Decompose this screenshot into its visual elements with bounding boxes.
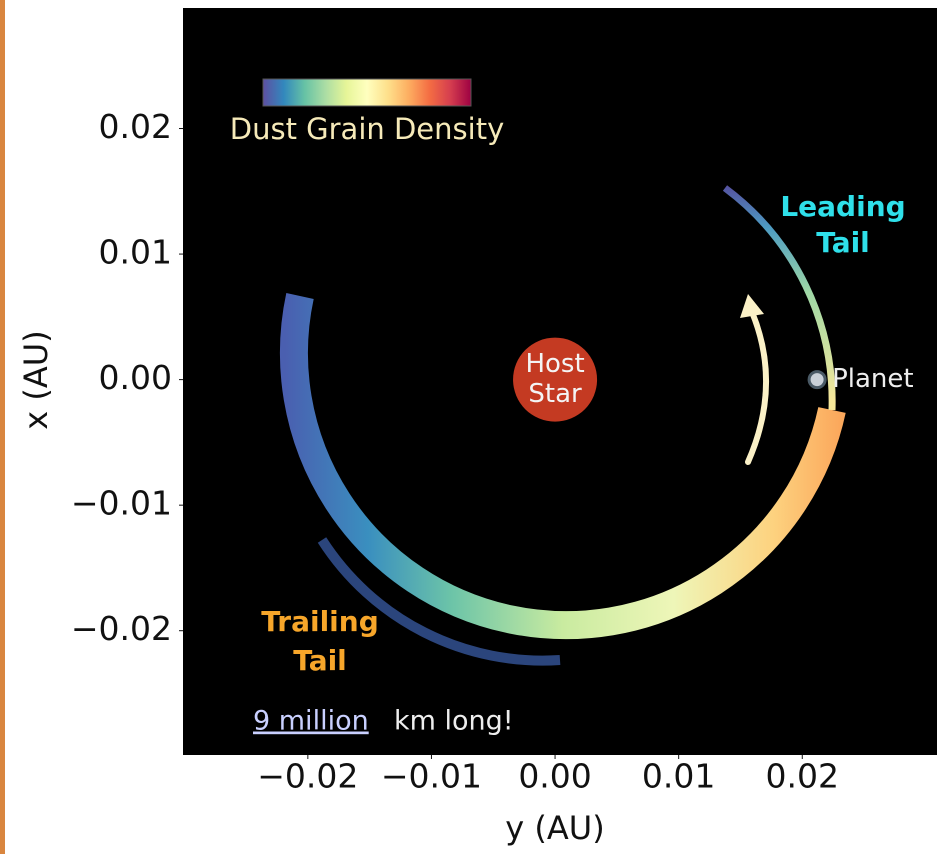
- direction-arrow: [740, 294, 770, 465]
- y-tick-label: −0.02: [71, 609, 172, 648]
- leading-tail-label: Tail: [816, 226, 870, 259]
- star-label: Star: [528, 379, 582, 409]
- x-tick-label: 0.01: [642, 757, 715, 796]
- trailing-tail-label: Tail: [293, 644, 347, 677]
- y-tick-label: −0.01: [71, 484, 172, 523]
- note-highlight: 9 million: [253, 706, 369, 737]
- y-tick-label: 0.02: [99, 107, 172, 146]
- arrow-shaft: [745, 309, 770, 465]
- x-tick-label: 0.00: [518, 757, 591, 796]
- leading-tail-label: Leading: [780, 190, 905, 223]
- host-star: [513, 337, 598, 422]
- y-tick-label: 0.00: [99, 358, 172, 397]
- y-axis-label: x (AU): [17, 330, 55, 429]
- tail-edge: [317, 537, 561, 666]
- x-tick-label: −0.02: [257, 757, 358, 796]
- x-tick-label: 0.02: [766, 757, 839, 796]
- edge-strip: [0, 0, 5, 854]
- arrow-head: [740, 294, 764, 318]
- trailing-tail-label: Trailing: [261, 605, 379, 638]
- dust-tail: [279, 185, 846, 666]
- colorbar-label: Dust Grain Density: [230, 112, 504, 146]
- star-label: Host: [525, 349, 584, 379]
- colorbar: [262, 78, 472, 107]
- planet-label: Planet: [832, 364, 914, 394]
- x-tick-label: −0.01: [381, 757, 482, 796]
- leading-tail-shape: [722, 185, 836, 411]
- trailing-tail-shape: [279, 293, 846, 640]
- y-tick-label: 0.01: [99, 233, 172, 272]
- planet: [807, 370, 827, 390]
- note-text: km long!: [394, 706, 514, 737]
- x-axis-label: y (AU): [505, 809, 604, 847]
